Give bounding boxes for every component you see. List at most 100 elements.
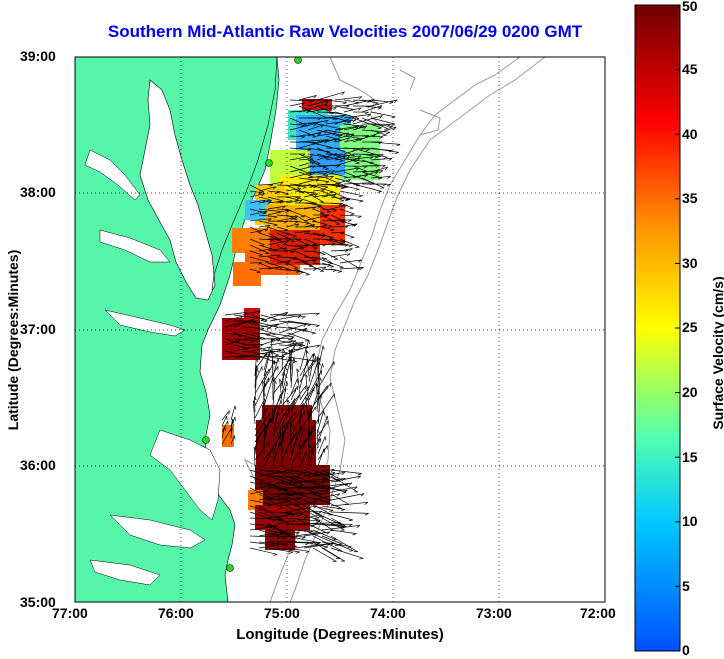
velocity-arrow xyxy=(254,441,270,461)
velocity-arrow-head xyxy=(272,407,275,412)
velocity-arrow xyxy=(294,238,318,249)
velocity-arrow xyxy=(330,482,352,489)
velocity-arrow-head xyxy=(347,546,352,549)
velocity-arrow xyxy=(278,345,309,358)
cbtick-40: 40 xyxy=(682,126,698,142)
velocity-arrow xyxy=(249,244,270,254)
velocity-arrow xyxy=(221,415,228,427)
velocity-arrow xyxy=(230,419,233,439)
velocity-arrow xyxy=(289,123,305,126)
velocity-arrow xyxy=(303,262,325,272)
velocity-arrow xyxy=(267,531,300,537)
velocity-arrow xyxy=(303,531,331,537)
velocity-arrow-head xyxy=(285,209,290,213)
velocity-arrow xyxy=(303,485,328,489)
velocity-arrow xyxy=(263,351,270,371)
velocity-arrow xyxy=(249,250,263,256)
velocity-arrow-head xyxy=(317,494,322,496)
velocity-arrow xyxy=(278,323,307,334)
velocity-arrow xyxy=(233,344,250,349)
velocity-arrow xyxy=(352,133,376,143)
velocity-arrow xyxy=(269,340,296,346)
velocity-arrow-head xyxy=(281,381,283,386)
xtick-73: 73:00 xyxy=(476,605,512,621)
velocity-arrow-head xyxy=(309,100,314,104)
velocity-arrow-head xyxy=(273,216,278,219)
cbtick-30: 30 xyxy=(682,255,698,271)
velocity-arrow-head xyxy=(273,224,278,227)
velocity-arrow xyxy=(263,423,265,455)
velocity-arrow xyxy=(276,547,300,553)
velocity-arrow-head xyxy=(309,185,314,189)
velocity-arrow-head xyxy=(358,195,363,198)
velocity-arrow-head xyxy=(308,443,312,448)
velocity-arrow xyxy=(287,341,304,346)
velocity-arrow xyxy=(303,468,335,477)
velocity-arrow xyxy=(312,266,327,270)
velocity-arrow xyxy=(276,260,291,264)
velocity-arrow xyxy=(339,256,361,270)
velocity-arrow xyxy=(267,529,291,536)
velocity-arrow xyxy=(312,493,340,501)
velocity-arrow xyxy=(330,501,368,507)
velocity-arrow-head xyxy=(339,160,344,163)
velocity-arrow xyxy=(352,115,383,125)
velocity-arrow xyxy=(276,541,297,547)
velocity-arrow-head xyxy=(344,249,349,253)
velocity-arrow-head xyxy=(285,193,289,196)
velocity-arrow xyxy=(343,107,362,113)
velocity-arrow xyxy=(254,412,271,437)
velocity-arrow xyxy=(330,238,346,243)
y-axis-label: Latitude (Degrees:Minutes) xyxy=(5,249,21,431)
velocity-arrow-head xyxy=(324,129,328,134)
velocity-arrow xyxy=(339,248,353,252)
velocity-arrow xyxy=(343,147,370,150)
velocity-arrow xyxy=(289,135,305,138)
velocity-arrow-head xyxy=(312,165,316,169)
velocity-arrow xyxy=(334,153,360,164)
velocity-arrow-head xyxy=(254,396,257,401)
velocity-arrow xyxy=(289,165,316,173)
velocity-arrow xyxy=(242,337,262,340)
velocity-arrow xyxy=(370,166,388,173)
velocity-arrow-head xyxy=(377,191,382,193)
velocity-arrow-head xyxy=(283,352,288,355)
velocity-arrow xyxy=(370,147,399,153)
velocity-arrow xyxy=(285,486,316,489)
velocity-arrow-head xyxy=(330,382,332,387)
velocity-arrow-head xyxy=(310,525,315,528)
velocity-arrow-head xyxy=(291,513,295,517)
velocity-arrow-head xyxy=(271,350,276,354)
velocity-arrow-head xyxy=(267,218,272,222)
velocity-arrow xyxy=(267,262,291,270)
velocity-arrow-head xyxy=(272,333,277,336)
velocity-arrow-head xyxy=(322,345,325,350)
velocity-arrow-head xyxy=(293,401,296,406)
velocity-arrow xyxy=(254,377,269,407)
velocity-arrow-head xyxy=(269,184,274,187)
velocity-arrow-head xyxy=(384,166,389,171)
velocity-arrow xyxy=(330,262,344,268)
velocity-arrow xyxy=(258,469,293,477)
velocity-arrow-head xyxy=(320,394,323,399)
velocity-arrow-head xyxy=(286,494,291,498)
velocity-arrow xyxy=(267,469,302,475)
velocity-arrow xyxy=(308,357,319,371)
cbtick-35: 35 xyxy=(682,190,698,206)
velocity-arrow-head xyxy=(276,495,281,499)
velocity-arrow xyxy=(249,547,278,555)
velocity-arrow xyxy=(298,158,314,161)
velocity-arrow xyxy=(279,426,283,449)
velocity-arrow-head xyxy=(308,176,313,178)
velocity-arrow xyxy=(233,338,254,342)
cbtick-10: 10 xyxy=(682,513,698,529)
velocity-arrow-head xyxy=(289,551,294,554)
ytick-39: 39:00 xyxy=(20,48,56,64)
velocity-arrow-head xyxy=(280,394,282,399)
x-axis-label: Longitude (Degrees:Minutes) xyxy=(236,626,444,643)
velocity-arrow xyxy=(281,363,290,395)
velocity-arrow xyxy=(267,205,286,210)
velocity-arrow-head xyxy=(323,448,326,453)
velocity-arrow xyxy=(278,343,297,352)
velocity-arrow-head xyxy=(344,204,348,208)
